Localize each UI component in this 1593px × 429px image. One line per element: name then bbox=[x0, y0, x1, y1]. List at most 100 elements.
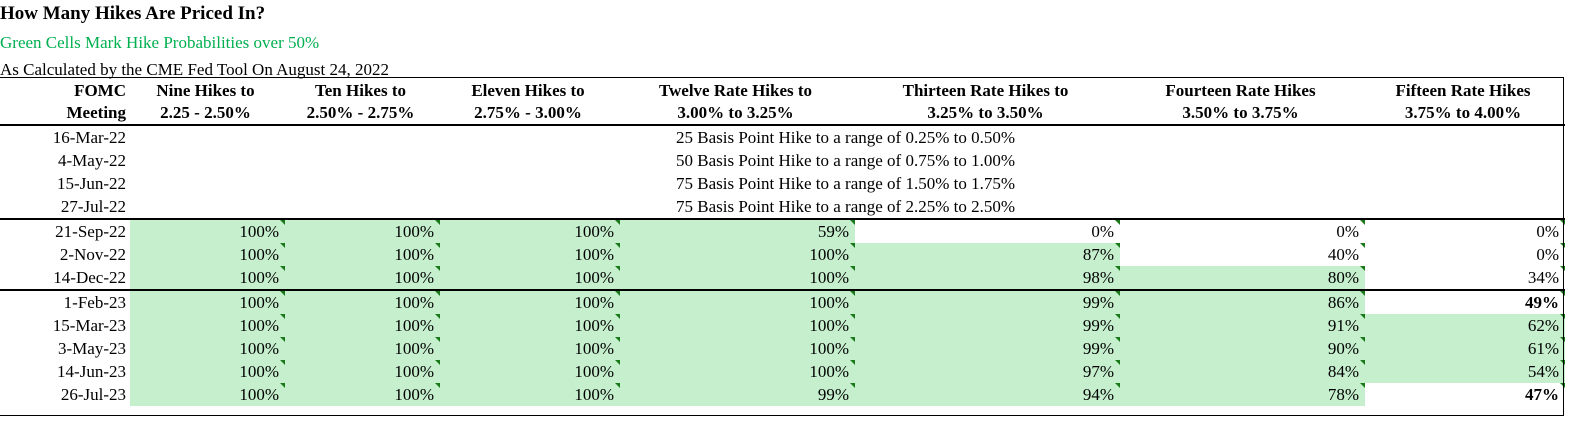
past-hike-note: 75 Basis Point Hike to a range of 2.25% … bbox=[675, 197, 1015, 216]
probability-cell: 34% bbox=[1365, 266, 1565, 290]
meeting-date: 26-Jul-23 bbox=[60, 385, 126, 404]
probability-cell: 100% bbox=[130, 266, 285, 290]
probability-cell: 86% bbox=[1120, 289, 1365, 314]
column-header: Eleven Hikes to bbox=[471, 81, 585, 100]
column-header: Thirteen Rate Hikes to bbox=[902, 81, 1069, 100]
column-header: 3.25% to 3.50% bbox=[927, 103, 1044, 122]
probability-cell: 98% bbox=[855, 266, 1120, 290]
probability-cell: 78% bbox=[1120, 383, 1365, 406]
probability-cell: 100% bbox=[285, 360, 440, 383]
hike-probability-table: FOMC Nine Hikes to Ten Hikes to Eleven Hike… bbox=[0, 80, 1565, 406]
probability-cell: 84% bbox=[1120, 360, 1365, 383]
probability-cell: 87% bbox=[855, 243, 1120, 266]
probability-cell: 100% bbox=[130, 337, 285, 360]
past-hike-note: 75 Basis Point Hike to a range of 1.50% … bbox=[675, 174, 1015, 193]
table-row: 14-Dec-22 100% 100% 100% 100% 98% 80% 34% bbox=[0, 266, 1565, 290]
past-hike-note: 25 Basis Point Hike to a range of 0.25% … bbox=[130, 124, 1565, 149]
probability-cell: 91% bbox=[1120, 314, 1365, 337]
probability-cell: 100% bbox=[130, 289, 285, 314]
probability-cell: 0% bbox=[855, 218, 1120, 243]
meeting-date: 16-Mar-22 bbox=[0, 124, 130, 149]
probability-cell: 61% bbox=[1365, 337, 1565, 360]
column-header: 2.75% - 3.00% bbox=[474, 103, 582, 122]
column-header: 2.25 - 2.50% bbox=[160, 103, 251, 122]
probability-cell: 54% bbox=[1365, 360, 1565, 383]
probability-cell: 100% bbox=[285, 243, 440, 266]
probability-cell: 90% bbox=[1120, 337, 1365, 360]
probability-cell: 100% bbox=[440, 360, 620, 383]
probability-cell: 97% bbox=[855, 360, 1120, 383]
meeting-date: 14-Jun-23 bbox=[57, 362, 126, 381]
probability-cell: 100% bbox=[620, 266, 855, 290]
probability-cell: 59% bbox=[620, 218, 855, 243]
chart-subtitle-source: As Calculated by the CME Fed Tool On Aug… bbox=[0, 60, 390, 79]
probability-cell: 40% bbox=[1120, 243, 1365, 266]
probability-cell: 100% bbox=[440, 266, 620, 290]
probability-cell: 100% bbox=[440, 243, 620, 266]
probability-cell: 99% bbox=[855, 289, 1120, 314]
header-row: FOMC Nine Hikes to Ten Hikes to Eleven Hike… bbox=[0, 80, 1565, 102]
probability-cell: 100% bbox=[620, 337, 855, 360]
column-header: Fourteen Rate Hikes bbox=[1165, 81, 1316, 100]
probability-cell: 62% bbox=[1365, 314, 1565, 337]
probability-cell: 100% bbox=[130, 360, 285, 383]
table-row: 15-Jun-22 75 Basis Point Hike to a range … bbox=[0, 172, 1565, 195]
probability-cell: 100% bbox=[620, 360, 855, 383]
table-row: 26-Jul-23 100% 100% 100% 99% 94% 78% 47% bbox=[0, 383, 1565, 406]
probability-cell: 100% bbox=[285, 289, 440, 314]
column-header: Nine Hikes to bbox=[156, 81, 255, 100]
probability-cell: 0% bbox=[1365, 243, 1565, 266]
meeting-date: 27-Jul-22 bbox=[60, 197, 126, 216]
probability-cell: 100% bbox=[440, 383, 620, 406]
probability-cell: 47% bbox=[1365, 383, 1565, 406]
past-hike-note: 50 Basis Point Hike to a range of 0.75% … bbox=[675, 151, 1015, 170]
header-row: Meeting 2.25 - 2.50% 2.50% - 2.75% 2.75% - … bbox=[0, 102, 1565, 125]
meeting-date: 2-Nov-22 bbox=[59, 245, 126, 264]
chart-title: How Many Hikes Are Priced In? bbox=[0, 3, 266, 24]
meeting-date: 15-Jun-22 bbox=[57, 174, 126, 193]
probability-cell: 100% bbox=[440, 314, 620, 337]
probability-cell: 100% bbox=[130, 218, 285, 243]
probability-cell: 100% bbox=[620, 289, 855, 314]
meeting-date: 14-Dec-22 bbox=[53, 268, 126, 287]
table-row: 21-Sep-22 100% 100% 100% 59% 0% 0% 0% bbox=[0, 218, 1565, 243]
probability-cell: 100% bbox=[130, 314, 285, 337]
probability-cell: 100% bbox=[130, 243, 285, 266]
probability-cell: 80% bbox=[1120, 266, 1365, 290]
column-header-meeting: FOMC bbox=[74, 81, 126, 100]
column-header: 3.50% to 3.75% bbox=[1182, 103, 1299, 122]
probability-cell: 99% bbox=[855, 314, 1120, 337]
probability-cell: 0% bbox=[1365, 218, 1565, 243]
probability-cell: 0% bbox=[1120, 218, 1365, 243]
meeting-date: 3-May-23 bbox=[58, 339, 126, 358]
table-row: 4-May-22 50 Basis Point Hike to a range o… bbox=[0, 149, 1565, 172]
chart-subtitle-green: Green Cells Mark Hike Probabilities over… bbox=[0, 33, 320, 52]
meeting-date: 15-Mar-23 bbox=[52, 316, 126, 335]
probability-cell: 100% bbox=[620, 314, 855, 337]
table-row: 15-Mar-23 100% 100% 100% 100% 99% 91% 62% bbox=[0, 314, 1565, 337]
probability-cell: 100% bbox=[440, 337, 620, 360]
probability-cell: 99% bbox=[855, 337, 1120, 360]
probability-cell: 49% bbox=[1365, 289, 1565, 314]
probability-cell: 100% bbox=[285, 337, 440, 360]
probability-cell: 100% bbox=[285, 314, 440, 337]
meeting-date: 21-Sep-22 bbox=[0, 218, 130, 243]
column-header: Twelve Rate Hikes to bbox=[658, 81, 813, 100]
column-header: 2.50% - 2.75% bbox=[306, 103, 415, 122]
probability-cell: 100% bbox=[285, 266, 440, 290]
column-header: Fifteen Rate Hikes bbox=[1395, 81, 1531, 100]
column-header-meeting: Meeting bbox=[66, 103, 126, 122]
table-row: 14-Jun-23 100% 100% 100% 100% 97% 84% 54% bbox=[0, 360, 1565, 383]
probability-cell: 100% bbox=[440, 218, 620, 243]
table-row: 1-Feb-23 100% 100% 100% 100% 99% 86% 49% bbox=[0, 289, 1565, 314]
probability-cell: 94% bbox=[855, 383, 1120, 406]
probability-cell: 100% bbox=[285, 218, 440, 243]
meeting-date: 1-Feb-23 bbox=[0, 289, 130, 314]
table-row: 2-Nov-22 100% 100% 100% 100% 87% 40% 0% bbox=[0, 243, 1565, 266]
probability-cell: 99% bbox=[620, 383, 855, 406]
column-header: 3.75% to 4.00% bbox=[1404, 103, 1522, 122]
probability-cell: 100% bbox=[130, 383, 285, 406]
probability-cell: 100% bbox=[285, 383, 440, 406]
probability-cell: 100% bbox=[620, 243, 855, 266]
table-row: 16-Mar-22 25 Basis Point Hike to a range … bbox=[0, 124, 1565, 149]
